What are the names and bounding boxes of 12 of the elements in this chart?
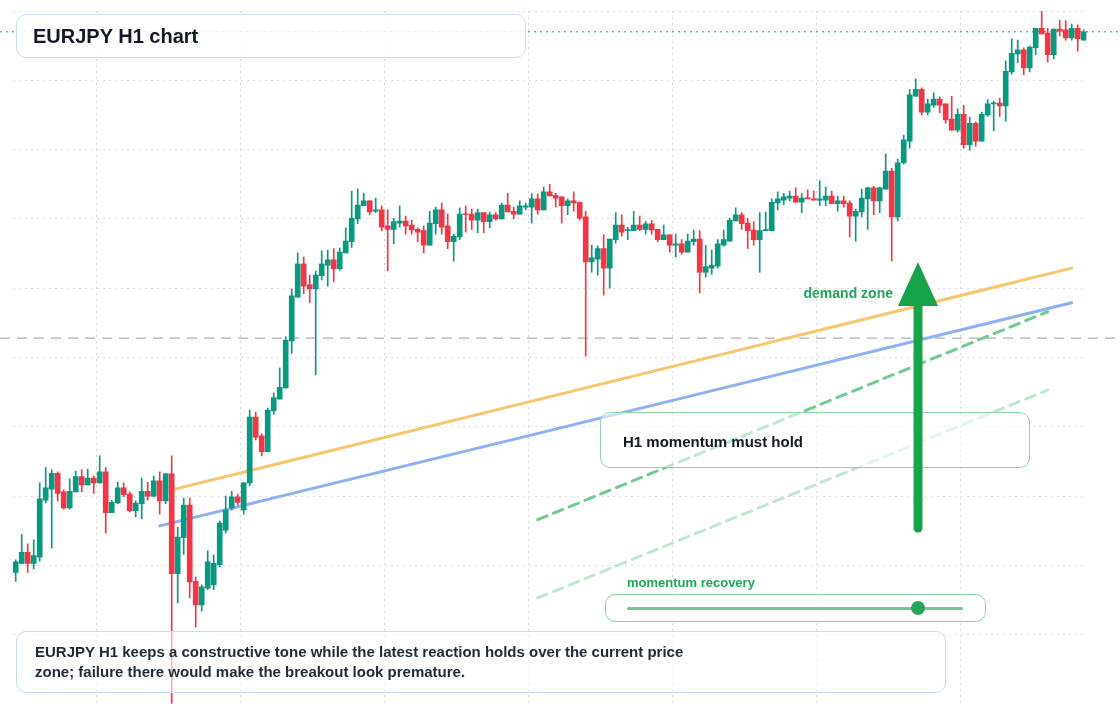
annotation: H1 momentum must hold: [623, 433, 804, 450]
candlestick: [834, 195, 841, 212]
note-panel: EURJPY H1 keeps a constructive tone while the latest reaction holds over the current price zone; failure there would make the breakout look premature.: [16, 631, 946, 693]
candlestick: [672, 233, 679, 258]
candlestick: [372, 197, 379, 213]
candlestick: [996, 97, 1003, 117]
annotation: momentum recovery: [627, 575, 755, 590]
title-panel: EURJPY H1 chart: [16, 14, 526, 58]
note-panel: H1 momentum must hold: [600, 412, 1030, 468]
annotation: demand zone: [803, 285, 893, 301]
candlestick: [144, 481, 151, 501]
annotation: EURJPY H1 keeps a constructive tone while the latest reaction holds over the current price zone; failure there would make the breakout look premature.: [35, 642, 685, 682]
